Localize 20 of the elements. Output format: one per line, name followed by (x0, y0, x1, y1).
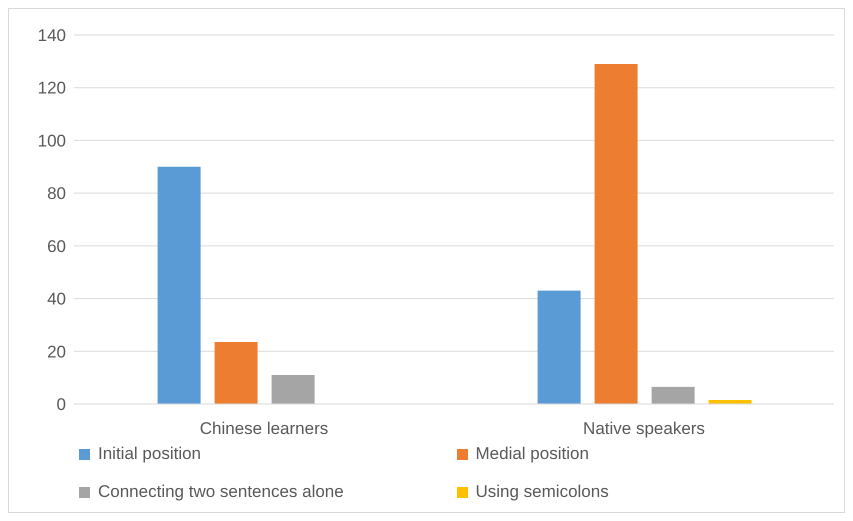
y-tick-label: 20 (47, 342, 66, 362)
bar (158, 166, 201, 404)
bar (652, 386, 695, 404)
bar (214, 342, 258, 404)
legend-label: Connecting two sentences alone (97, 482, 345, 502)
bar (272, 375, 315, 404)
bar (594, 64, 638, 404)
legend-label: Initial position (97, 444, 202, 464)
bar (538, 290, 581, 404)
y-tick-label: 100 (38, 131, 66, 150)
legend-label: Using semicolons (474, 482, 610, 502)
y-tick-label: 60 (47, 236, 66, 256)
y-tick-label: 0 (56, 395, 66, 414)
x-tick-label: Chinese learners (200, 419, 328, 438)
x-tick-label: Native speakers (583, 419, 705, 438)
y-tick-label: 140 (38, 26, 66, 46)
y-tick-label: 40 (47, 290, 66, 309)
y-tick-label: 120 (38, 78, 66, 98)
legend-label: Medial position (474, 444, 590, 464)
y-tick-label: 80 (47, 184, 66, 204)
